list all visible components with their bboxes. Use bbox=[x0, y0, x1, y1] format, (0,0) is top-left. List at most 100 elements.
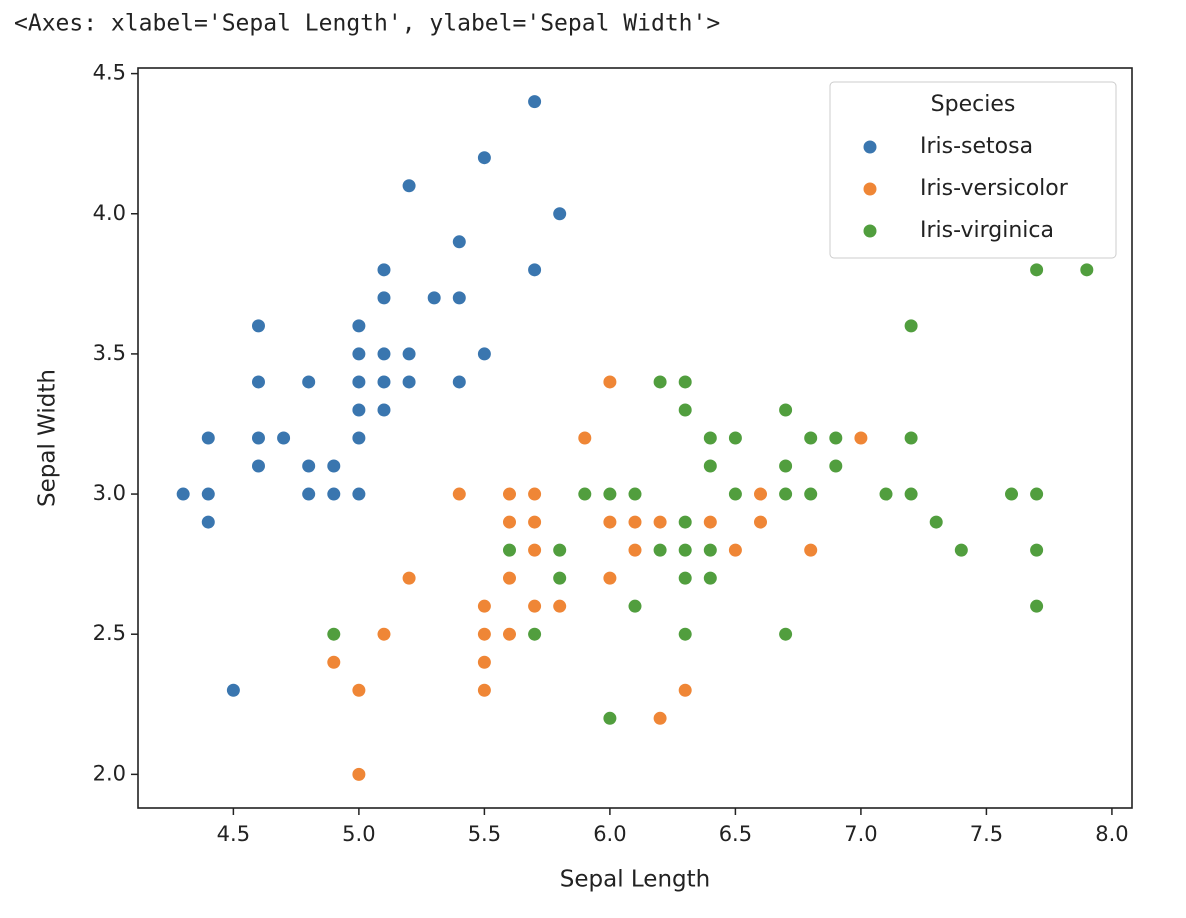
point bbox=[727, 486, 743, 502]
point bbox=[250, 318, 266, 334]
point bbox=[677, 374, 693, 390]
point bbox=[602, 514, 618, 530]
point bbox=[326, 654, 342, 670]
legend-marker bbox=[862, 181, 878, 197]
point bbox=[351, 402, 367, 418]
point bbox=[552, 542, 568, 558]
point bbox=[753, 486, 769, 502]
point bbox=[376, 374, 392, 390]
point bbox=[527, 94, 543, 110]
legend-label: Iris-virginica bbox=[920, 218, 1054, 243]
point bbox=[677, 570, 693, 586]
point bbox=[1029, 542, 1045, 558]
point bbox=[401, 178, 417, 194]
point bbox=[301, 374, 317, 390]
point bbox=[501, 486, 517, 502]
point bbox=[527, 262, 543, 278]
point bbox=[426, 290, 442, 306]
point bbox=[577, 486, 593, 502]
point bbox=[552, 598, 568, 614]
point bbox=[376, 346, 392, 362]
x-tick-label: 5.0 bbox=[342, 822, 375, 846]
x-tick-label: 6.0 bbox=[593, 822, 626, 846]
point bbox=[527, 542, 543, 558]
point bbox=[677, 514, 693, 530]
point bbox=[501, 570, 517, 586]
point bbox=[351, 374, 367, 390]
point bbox=[376, 402, 392, 418]
point bbox=[878, 486, 894, 502]
legend-label: Iris-setosa bbox=[920, 134, 1033, 159]
point bbox=[1029, 262, 1045, 278]
point bbox=[301, 458, 317, 474]
point bbox=[351, 682, 367, 698]
point bbox=[451, 234, 467, 250]
point bbox=[552, 206, 568, 222]
point bbox=[677, 542, 693, 558]
point bbox=[828, 430, 844, 446]
point bbox=[677, 402, 693, 418]
axes-frame bbox=[137, 67, 1133, 809]
point bbox=[953, 542, 969, 558]
point bbox=[627, 486, 643, 502]
x-tick-label: 4.5 bbox=[217, 822, 250, 846]
point bbox=[627, 542, 643, 558]
legend-title: Species bbox=[931, 92, 1016, 117]
point bbox=[778, 486, 794, 502]
point bbox=[828, 458, 844, 474]
point bbox=[476, 150, 492, 166]
point bbox=[351, 318, 367, 334]
point bbox=[376, 290, 392, 306]
x-tick-label: 5.5 bbox=[468, 822, 501, 846]
point bbox=[652, 542, 668, 558]
point bbox=[1029, 486, 1045, 502]
point bbox=[501, 542, 517, 558]
point bbox=[778, 458, 794, 474]
point bbox=[602, 570, 618, 586]
point bbox=[702, 458, 718, 474]
legend-marker bbox=[862, 139, 878, 155]
x-axis-label: Sepal Length bbox=[560, 867, 710, 893]
legend-box bbox=[829, 81, 1117, 259]
point bbox=[250, 430, 266, 446]
point bbox=[1004, 486, 1020, 502]
y-tick-label: 2.0 bbox=[93, 761, 126, 785]
point bbox=[577, 430, 593, 446]
point bbox=[903, 430, 919, 446]
point bbox=[753, 514, 769, 530]
point bbox=[476, 654, 492, 670]
point bbox=[702, 430, 718, 446]
point bbox=[476, 598, 492, 614]
point bbox=[552, 570, 568, 586]
y-tick-label: 3.0 bbox=[93, 481, 126, 505]
point bbox=[702, 514, 718, 530]
point bbox=[602, 710, 618, 726]
point bbox=[351, 430, 367, 446]
output-text: <Axes: xlabel='Sepal Length', ylabel='Se… bbox=[14, 11, 720, 37]
point bbox=[351, 346, 367, 362]
point bbox=[602, 486, 618, 502]
y-tick-label: 2.5 bbox=[93, 621, 126, 645]
point bbox=[200, 430, 216, 446]
x-tick-label: 6.5 bbox=[719, 822, 752, 846]
point bbox=[351, 766, 367, 782]
point bbox=[476, 346, 492, 362]
point bbox=[351, 486, 367, 502]
point bbox=[476, 682, 492, 698]
point bbox=[326, 626, 342, 642]
point bbox=[501, 626, 517, 642]
point bbox=[175, 486, 191, 502]
y-axis-label: Sepal Width bbox=[35, 369, 61, 507]
point bbox=[401, 570, 417, 586]
point bbox=[301, 486, 317, 502]
point bbox=[376, 262, 392, 278]
point bbox=[476, 626, 492, 642]
point bbox=[652, 514, 668, 530]
point bbox=[527, 598, 543, 614]
point bbox=[702, 570, 718, 586]
point bbox=[250, 374, 266, 390]
point bbox=[326, 458, 342, 474]
point bbox=[677, 626, 693, 642]
